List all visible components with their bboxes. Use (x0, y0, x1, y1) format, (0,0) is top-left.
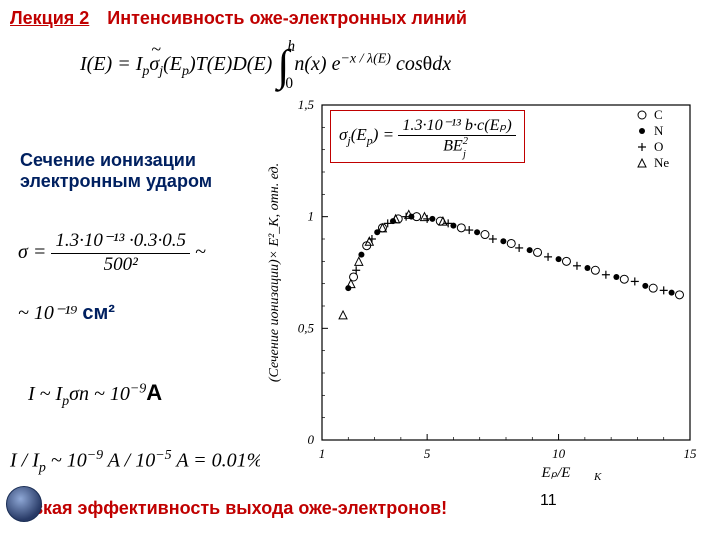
svg-text:(Сечение ионизации)× E²_K, отн: (Сечение ионизации)× E²_K, отн. ед. (267, 163, 282, 382)
slide-title: Интенсивность оже-электронных линий (107, 8, 467, 28)
svg-text:1,5: 1,5 (298, 97, 315, 112)
sigma-denominator: 500² (51, 254, 190, 277)
equation-ratio: I / Ip ~ 10−9 A / 10−5 A = 0.01% (10, 448, 263, 477)
ionization-chart: 00,511,5151015Eₚ/EK(Сечение ионизации)× … (260, 95, 710, 485)
svg-text:15: 15 (684, 446, 698, 461)
current-unit: А (146, 380, 162, 405)
svg-text:1: 1 (319, 446, 326, 461)
svg-text:1: 1 (308, 209, 315, 224)
svg-text:K: K (593, 471, 602, 483)
equation-current: I ~ Ipσn ~ 10−9А (28, 380, 162, 410)
sigma-numerator: 1.3·10⁻¹³ ·0.3·0.5 (51, 230, 190, 254)
sub-heading: Сечение ионизации электронным ударом (20, 150, 240, 192)
svg-text:O: O (654, 139, 663, 154)
chart-formula-num: 1.3·10⁻¹³ b·c(Eₚ) (398, 115, 515, 136)
sigma-approx: ~ 10⁻¹⁹ (18, 302, 77, 324)
lecture-label: Лекция 2 (10, 8, 89, 28)
svg-text:N: N (654, 123, 664, 138)
page-number: 11 (540, 492, 557, 510)
svg-text:0,5: 0,5 (298, 320, 315, 335)
logo-icon (6, 486, 42, 522)
svg-text:Ne: Ne (654, 155, 669, 170)
chart-formula-box: σj(Ep) = 1.3·10⁻¹³ b·c(Eₚ) BE2j (330, 110, 525, 163)
equation-intensity: I(E) = Ipσj(Ep)T(E)D(E) ∫h0 n(x) e−x / λ… (80, 40, 451, 91)
sigma-unit: см² (82, 302, 115, 324)
slide-header: Лекция 2 Интенсивность оже-электронных л… (10, 8, 710, 29)
bottom-note: Низкая эффективность выхода оже-электрон… (10, 498, 447, 519)
svg-text:C: C (654, 107, 663, 122)
svg-text:10: 10 (552, 446, 566, 461)
svg-text:0: 0 (308, 432, 315, 447)
svg-text:5: 5 (424, 446, 431, 461)
svg-text:Eₚ/E: Eₚ/E (541, 465, 571, 481)
equation-sigma-estimate: σ = 1.3·10⁻¹³ ·0.3·0.5 500² ~ ~ 10⁻¹⁹ см… (18, 230, 206, 325)
